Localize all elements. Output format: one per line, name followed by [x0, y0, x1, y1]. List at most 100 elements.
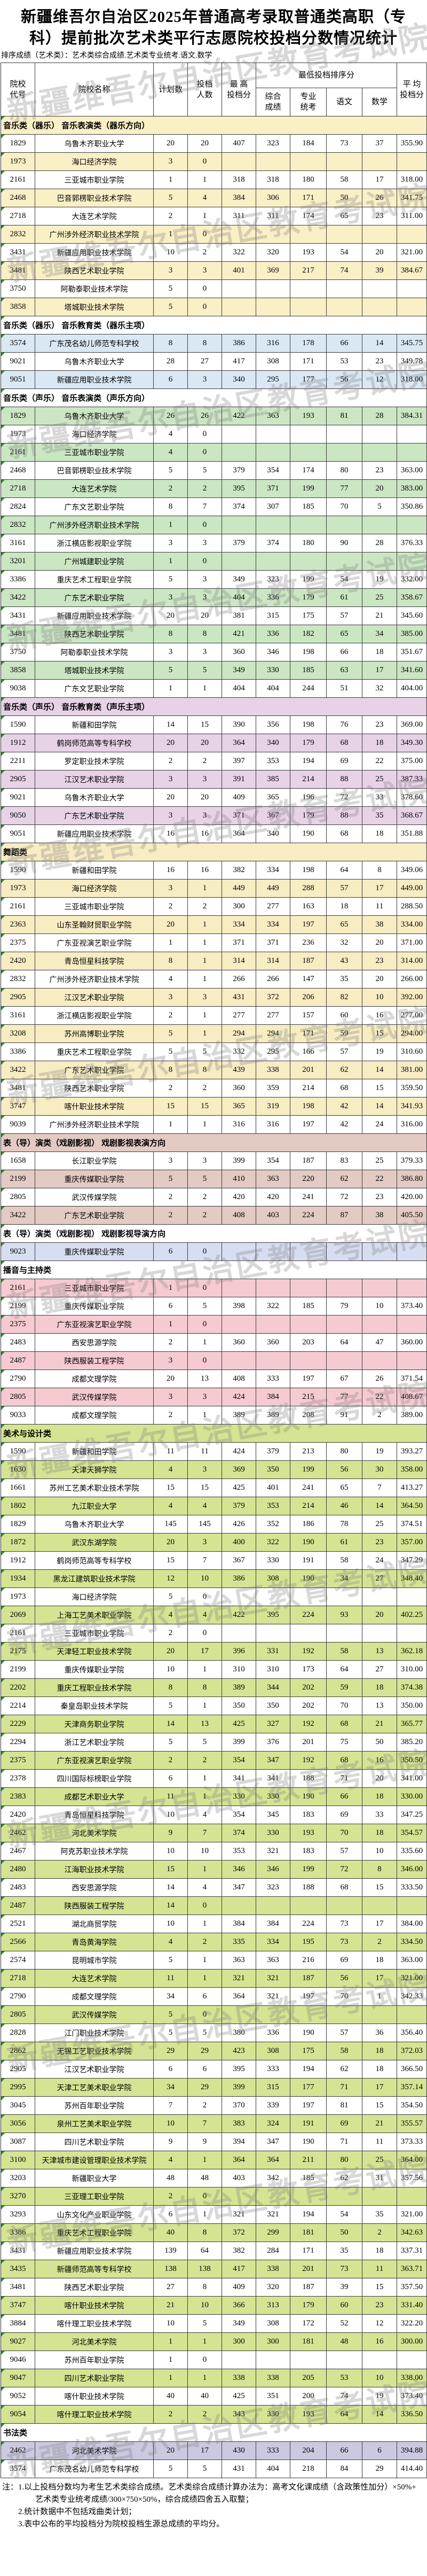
max-score: 363 [222, 1951, 256, 1970]
min-professional-score: 244 [290, 679, 327, 698]
min-math-score: 27 [361, 1569, 398, 1588]
college-code: 3100 [1, 2151, 35, 2169]
college-name: 陕西艺术职业学院 [35, 261, 154, 280]
min-comprehensive-score: 363 [256, 1170, 290, 1188]
max-score: 403 [222, 2169, 256, 2188]
college-name: 上海工艺美术职业学院 [35, 1606, 154, 1624]
min-professional-score [290, 152, 327, 171]
table-row: 2468 巴音郭楞职业技术学院 5 5 379 354 174 80 23 363.00 [1, 461, 427, 480]
min-math-score: 29 [361, 2460, 398, 2478]
college-code: 1934 [1, 1569, 35, 1588]
min-math-score: 18 [361, 2060, 398, 2079]
min-comprehensive-score [256, 1315, 290, 1334]
plan-count: 4 [153, 1606, 188, 1624]
min-math-score: 24 [361, 1551, 398, 1570]
table-row: 2175 天津轻工职业技术学院 20 17 396 331 192 58 13 362.18 [1, 1642, 427, 1661]
plan-count: 1 [153, 516, 188, 534]
plan-count: 20 [153, 915, 188, 934]
filed-count: 1 [187, 1951, 222, 1970]
min-professional-score [290, 2005, 327, 2024]
max-score: 354 [222, 1751, 256, 1770]
min-professional-score: 180 [290, 170, 327, 189]
college-code: 2483 [1, 1878, 35, 1897]
plan-count: 3 [153, 988, 188, 1007]
filed-count: 7 [187, 1551, 222, 1570]
college-name: 新疆职业大学 [35, 2169, 154, 2188]
min-math-score: 21 [361, 1715, 398, 1733]
min-professional-score [290, 1279, 327, 1297]
college-code: 3386 [1, 1042, 35, 1061]
college-code: 3481 [1, 2278, 35, 2297]
min-math-score: 38 [361, 1206, 398, 1225]
min-comprehensive-score: 334 [256, 861, 290, 880]
avg-score [397, 1315, 427, 1334]
table-row: 2824 广东文艺职业学院 8 7 374 307 185 70 5 350.86 [1, 497, 427, 516]
min-math-score: 36 [361, 2024, 398, 2042]
filed-count: 0 [187, 443, 222, 462]
min-math-score: 1 [361, 1987, 398, 2006]
college-name: 广东茂名幼儿师范专科学校 [35, 2460, 154, 2478]
max-score: 430 [222, 2441, 256, 2460]
college-name: 重庆传媒职业学院 [35, 1297, 154, 1316]
filed-count: 0 [187, 152, 222, 171]
min-comprehensive-score: 420 [256, 1188, 290, 1207]
min-comprehensive-score [256, 1242, 290, 1261]
min-chinese-score: 35 [326, 2242, 362, 2260]
min-comprehensive-score: 341 [256, 1769, 290, 1788]
filed-count: 1 [187, 2332, 222, 2351]
college-code: 3435 [1, 2260, 35, 2278]
min-professional-score: 214 [290, 1497, 327, 1515]
min-math-score [361, 1587, 398, 1606]
college-name: 天津轻工职业技术学院 [35, 1642, 154, 1661]
min-comprehensive-score: 342 [256, 2169, 290, 2188]
min-math-score: 2 [361, 1933, 398, 1951]
min-comprehensive-score: 323 [256, 570, 290, 589]
college-code: 2199 [1, 1297, 35, 1316]
max-score: 340 [222, 370, 256, 389]
college-code: 2718 [1, 479, 35, 498]
min-math-score: 19 [361, 2387, 398, 2406]
college-code: 2824 [1, 497, 35, 516]
college-code: 2375 [1, 1751, 35, 1770]
table-row: 2214 秦皇岛职业技术学院 5 1 350 350 202 70 13 350.00 [1, 1696, 427, 1715]
min-comprehensive-score: 322 [256, 1297, 290, 1316]
min-professional-score: 171 [290, 352, 327, 371]
max-score: 364 [222, 734, 256, 752]
avg-score: 358.67 [397, 588, 427, 607]
section-label: 音乐类（器乐） 音乐教育类（器乐主项） [0, 316, 427, 334]
plan-count: 15 [153, 1860, 188, 1879]
college-name: 江门职业技术学院 [35, 2024, 154, 2042]
max-score [222, 1587, 256, 1606]
min-chinese-score: 70 [326, 1987, 362, 2006]
min-comprehensive-score: 323 [256, 134, 290, 153]
min-professional-score: 183 [290, 1842, 327, 1861]
table-row: 9033 成都文理学院 2 1 389 389 208 91 2 389.00 [1, 1406, 427, 1425]
college-name: 喀什职业技术学院 [35, 1097, 154, 1116]
min-professional-score: 193 [290, 243, 327, 262]
section-header-row: 表（导）演类（戏剧影视） 戏剧影视表演方向 [0, 1133, 427, 1152]
filed-count: 4 [187, 1878, 222, 1897]
table-row: 2905 江汉艺术职业学院 3 3 431 372 206 82 10 392.00 [1, 988, 427, 1007]
college-name: 阿勒泰职业技术学院 [35, 643, 154, 661]
plan-count: 15 [153, 1478, 188, 1497]
min-chinese-score [326, 298, 362, 316]
avg-score [397, 298, 427, 316]
table-body: 音乐类（器乐） 音乐表演类（器乐方向） 1829 乌鲁木齐职业大学 20 20 407 32… [0, 116, 427, 2478]
college-name: 三亚城市职业学院 [35, 897, 154, 916]
min-professional-score: 174 [290, 207, 327, 225]
college-code: 1973 [1, 879, 35, 898]
college-name: 重庆传媒职业学院 [35, 1170, 154, 1188]
table-row: 9054 喀什理工职业技术学院 2 2 343 330 193 64 14 336.50 [1, 2405, 427, 2424]
college-name: 山东圣翰财贸职业学院 [35, 915, 154, 934]
table-row: 3750 阿勒泰职业技术学院 3 3 360 346 198 66 18 351.67 [1, 643, 427, 661]
max-score: 300 [222, 897, 256, 916]
min-professional-score: 185 [290, 2169, 327, 2188]
min-chinese-score: 58 [326, 1642, 362, 1661]
min-chinese-score: 73 [326, 134, 362, 153]
min-chinese-score [326, 552, 362, 571]
min-comprehensive-score: 347 [256, 1751, 290, 1770]
max-score: 266 [222, 970, 256, 989]
min-math-score: 22 [361, 1170, 398, 1188]
min-comprehensive-score: 277 [256, 1006, 290, 1025]
plan-count: 11 [153, 1442, 188, 1461]
